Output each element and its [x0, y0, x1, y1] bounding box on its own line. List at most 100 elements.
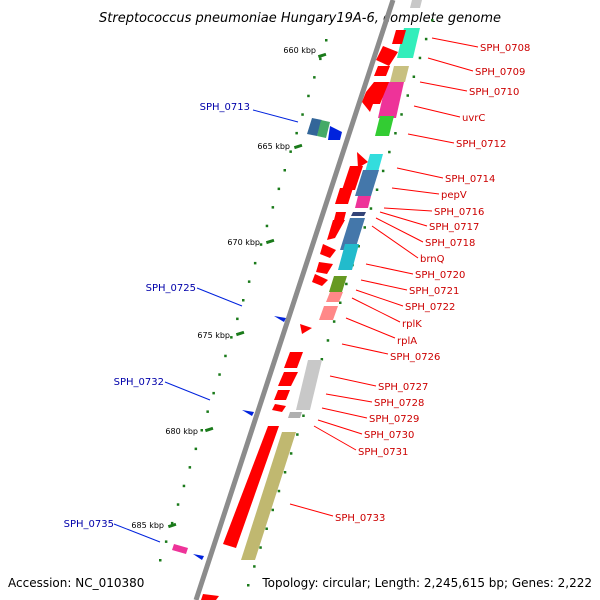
position-tick: [164, 540, 168, 543]
gene-label-text: SPH_0730: [364, 430, 414, 441]
scale-685: 685 kbp: [131, 521, 177, 530]
gene-label-sph-0717[interactable]: SPH_0717: [379, 211, 479, 233]
gene-label-sph-0714[interactable]: SPH_0714: [396, 167, 495, 185]
gene-label-sph-0722[interactable]: SPH_0722: [355, 289, 455, 313]
position-tick: [271, 206, 275, 209]
gene-label-text: SPH_0714: [445, 174, 495, 185]
gene-label-sph-0727[interactable]: SPH_0727: [329, 375, 428, 393]
position-tick: [271, 508, 274, 512]
gene-label-sph-0709[interactable]: SPH_0709: [427, 57, 525, 78]
position-tick: [265, 224, 269, 228]
position-tick: [289, 452, 293, 455]
topology-text: Topology: circular; Length: 2,245,615 bp…: [261, 576, 592, 590]
position-tick: [242, 299, 245, 302]
position-tick: [313, 76, 316, 79]
position-tick: [253, 261, 257, 265]
position-tick: [277, 187, 281, 191]
gene-label-text: SPH_0729: [369, 414, 419, 425]
scale-label: 680 kbp: [165, 427, 198, 436]
gene-label-sph-0732[interactable]: SPH_0732: [114, 377, 211, 401]
position-tick: [394, 132, 397, 135]
position-tick: [302, 414, 305, 417]
accession-text: Accession: NC_010380: [8, 576, 144, 590]
gene-label-text: SPH_0717: [429, 222, 479, 233]
gene-features-right: [223, 0, 422, 560]
position-tick: [424, 37, 428, 41]
gene-label-rpla[interactable]: rplA: [345, 317, 417, 347]
position-tick: [301, 113, 304, 116]
position-tick: [418, 56, 422, 60]
gene-label-sph-0735[interactable]: SPH_0735: [64, 519, 161, 543]
gene-label-rplk[interactable]: rplK: [351, 297, 422, 330]
position-tick: [325, 39, 328, 42]
scale-label: 660 kbp: [283, 46, 316, 55]
position-tick: [369, 207, 373, 210]
gene-label-text: SPH_0722: [405, 302, 455, 313]
position-tick: [381, 169, 385, 173]
gene-label-text: SPH_0735: [64, 519, 114, 530]
gene-label-sph-0712[interactable]: SPH_0712: [407, 133, 506, 150]
gene-label-sph-0720[interactable]: SPH_0720: [365, 263, 465, 281]
gene-label-sph-0718[interactable]: SPH_0718: [375, 217, 475, 249]
gene-label-sph-0710[interactable]: SPH_0710: [419, 81, 519, 98]
position-tick: [200, 429, 203, 432]
gene-label-sph-0713[interactable]: SPH_0713: [200, 102, 299, 123]
scale-665: 665 kbp: [257, 142, 303, 151]
gene-label-sph-0721[interactable]: SPH_0721: [360, 279, 459, 297]
genome-title: Streptococcus pneumoniae Hungary19A-6, c…: [99, 11, 501, 26]
gene-label-sph-0708[interactable]: SPH_0708: [431, 37, 530, 54]
gene-label-pepv[interactable]: pepV: [391, 187, 467, 201]
position-tick: [188, 466, 192, 469]
scale-label: 670 kbp: [227, 238, 260, 247]
gene-label-uvrc[interactable]: uvrC: [413, 105, 485, 124]
position-tick: [363, 226, 366, 229]
gene-label-sph-0730[interactable]: SPH_0730: [317, 419, 414, 441]
scale-label: 675 kbp: [197, 331, 230, 340]
scale-680: 680 kbp: [165, 426, 214, 436]
gene-label-text: SPH_0712: [456, 139, 506, 150]
position-tick: [326, 339, 330, 342]
position-tick: [265, 527, 268, 530]
gene-label-sph-0728[interactable]: SPH_0728: [325, 393, 424, 409]
position-tick: [339, 301, 342, 304]
position-tick: [283, 471, 287, 474]
gene-label-sph-0731[interactable]: SPH_0731: [313, 425, 408, 458]
position-tick: [345, 282, 348, 286]
position-tick: [375, 188, 379, 191]
position-tick: [218, 373, 221, 376]
position-tick: [388, 150, 391, 154]
position-tick: [176, 503, 180, 506]
gene-label-sph-0726[interactable]: SPH_0726: [341, 343, 440, 363]
gene-label-sph-0729[interactable]: SPH_0729: [321, 407, 419, 425]
scale-660: 660 kbp: [283, 46, 327, 59]
gene-label-text: SPH_0710: [469, 87, 519, 98]
position-tick: [357, 245, 360, 248]
gene-label-text: SPH_0726: [390, 352, 440, 363]
position-tick: [289, 150, 292, 153]
position-tick: [206, 410, 209, 413]
gene-label-text: SPH_0725: [146, 283, 196, 294]
position-tick: [236, 317, 239, 321]
gene-label-text: brnQ: [420, 254, 445, 265]
gene-label-text: SPH_0713: [200, 102, 250, 113]
position-tick: [182, 484, 186, 488]
gene-label-sph-0725[interactable]: SPH_0725: [146, 283, 243, 307]
gene-label-text: SPH_0720: [415, 270, 465, 281]
gene-features-left: [172, 118, 342, 600]
position-tick: [296, 433, 299, 436]
gene-label-text: SPH_0728: [374, 398, 424, 409]
gene-label-text: pepV: [441, 190, 467, 201]
gene-label-sph-0733[interactable]: SPH_0733: [289, 503, 385, 524]
position-tick: [230, 336, 233, 339]
gene-label-brnq[interactable]: brnQ: [371, 225, 445, 265]
position-tick: [319, 57, 322, 61]
scale-label: 685 kbp: [131, 521, 164, 530]
position-tick: [307, 94, 310, 98]
position-tick: [253, 565, 256, 568]
gene-label-sph-0716[interactable]: SPH_0716: [383, 207, 484, 218]
gene-label-text: SPH_0732: [114, 377, 164, 388]
gene-label-text: SPH_0731: [358, 447, 408, 458]
gene-label-text: rplK: [402, 319, 422, 330]
gene-label-text: SPH_0721: [409, 286, 459, 297]
position-tick: [277, 489, 281, 493]
